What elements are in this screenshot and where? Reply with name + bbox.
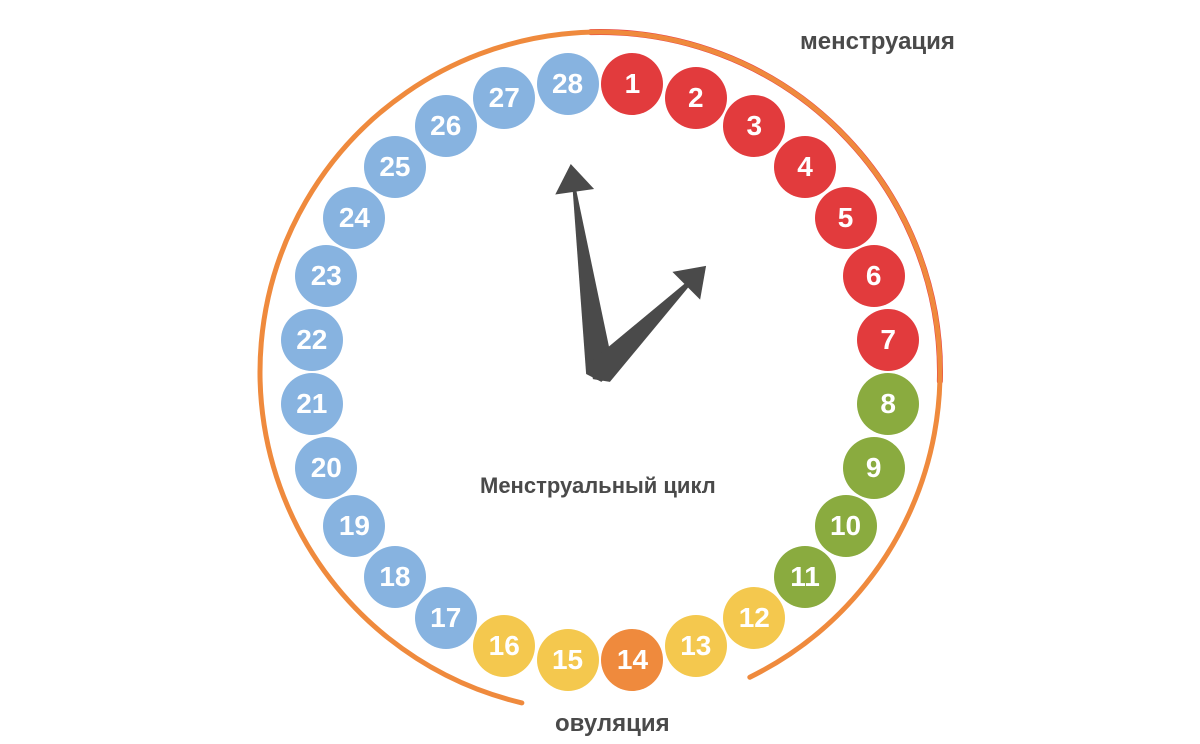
label-ovulation: овуляция [555,710,670,738]
day-18: 18 [364,546,426,608]
day-6: 6 [843,245,905,307]
day-4: 4 [774,136,836,198]
day-10: 10 [815,495,877,557]
day-12: 12 [723,587,785,649]
day-1: 1 [601,53,663,115]
day-26: 26 [415,95,477,157]
cycle-diagram: Менструальный цикл менструация овуляция … [0,0,1200,744]
day-7: 7 [857,309,919,371]
day-17: 17 [415,587,477,649]
center-title: Менструальный цикл [480,473,716,499]
day-22: 22 [281,309,343,371]
label-menstruation: менструация [800,28,955,56]
day-13: 13 [665,615,727,677]
day-28: 28 [537,53,599,115]
day-25: 25 [364,136,426,198]
day-24: 24 [323,187,385,249]
diagram-svg [0,0,1200,744]
day-5: 5 [815,187,877,249]
day-9: 9 [843,437,905,499]
day-15: 15 [537,629,599,691]
day-11: 11 [774,546,836,608]
day-20: 20 [295,437,357,499]
day-16: 16 [473,615,535,677]
day-2: 2 [665,67,727,129]
day-21: 21 [281,373,343,435]
